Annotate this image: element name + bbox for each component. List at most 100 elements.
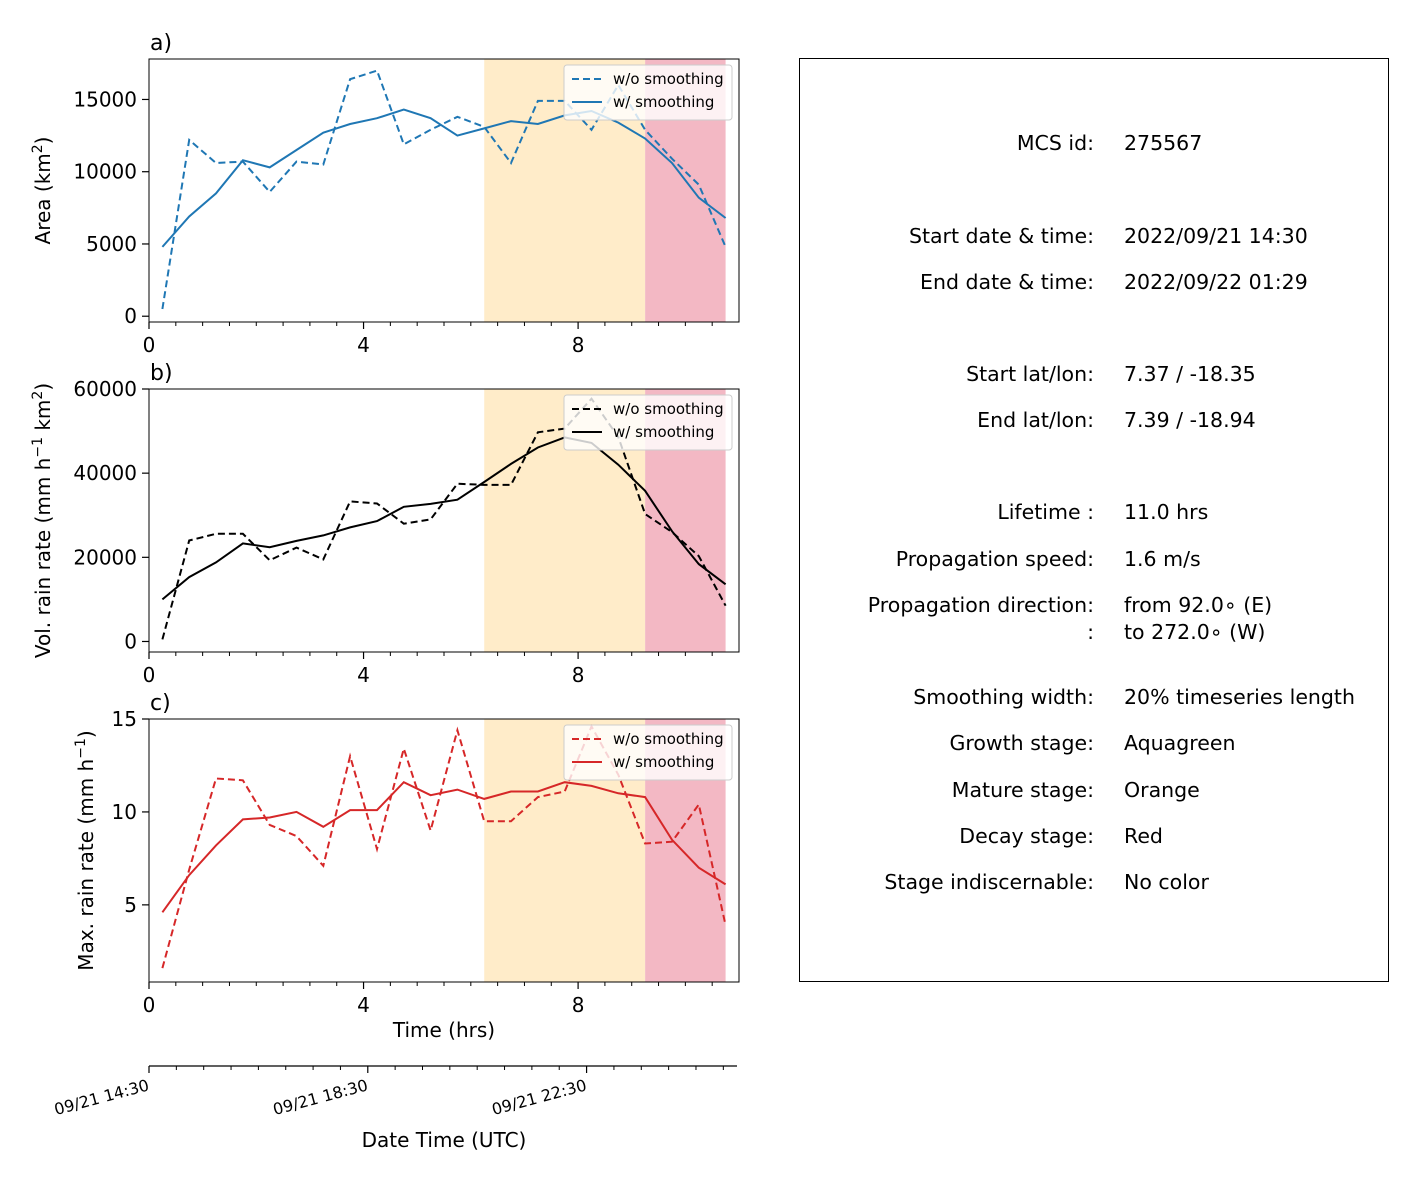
datetime-axis: 09/21 14:30 09/21 18:30 09/21 22:30 Date Ti… — [52, 1065, 737, 1152]
info-key: : — [1087, 620, 1094, 644]
legend-entry: w/ smoothing — [613, 423, 714, 441]
info-key: Smoothing width: — [913, 685, 1094, 709]
info-value: 1.6 m/s — [1124, 547, 1201, 571]
info-key: Stage indiscernable: — [884, 870, 1094, 894]
x-tick-label: 4 — [357, 333, 370, 357]
info-key: End date & time: — [920, 270, 1094, 294]
x-tick-label: 0 — [143, 993, 156, 1017]
info-key: Mature stage: — [951, 778, 1094, 802]
x-tick-label: 0 — [143, 663, 156, 687]
datetime-tick-label: 09/21 14:30 — [52, 1076, 151, 1120]
info-key: End lat/lon: — [977, 408, 1094, 432]
info-value: Orange — [1124, 778, 1200, 802]
info-row: Propagation speed: 1.6 m/s — [800, 547, 1390, 573]
info-row: Stage indiscernable: No color — [800, 870, 1390, 896]
series-line-smoothed — [161, 108, 727, 248]
info-key: Start date & time: — [908, 224, 1094, 248]
y-tick-label: 10000 — [73, 160, 137, 184]
y-axis-label-part: Area (km — [31, 153, 55, 244]
info-row: Mature stage: Orange — [800, 778, 1390, 804]
panel-label: a) — [150, 31, 172, 56]
info-value: to 272.0∘ (W) — [1124, 620, 1266, 644]
y-tick-label: 10 — [112, 800, 137, 824]
series-line-smoothed — [161, 436, 727, 601]
y-axis-label-part: ) — [31, 137, 55, 145]
series-line-raw — [161, 397, 727, 640]
x-axis-label: Time (hrs) — [392, 1018, 495, 1042]
legend-entry: w/o smoothing — [613, 400, 724, 418]
info-value: 11.0 hrs — [1124, 500, 1209, 524]
info-row: Smoothing width: 20% timeseries length — [800, 685, 1390, 711]
info-row: Start date & time: 2022/09/21 14:30 — [800, 224, 1390, 250]
info-key: Decay stage: — [959, 824, 1094, 848]
panel-c-max-rain-rate: 0 4 8 5 10 15 c) Max. rain rate (mm h−1) Time (h… — [73, 691, 740, 1042]
y-tick-label: 60000 — [73, 377, 137, 401]
y-axis-label-superscript: −1 — [30, 437, 46, 458]
panel-label: b) — [150, 361, 173, 386]
y-tick-label: 15 — [112, 707, 137, 731]
x-tick-label: 0 — [143, 333, 156, 357]
info-key: MCS id: — [1016, 131, 1094, 155]
legend-entry: w/ smoothing — [613, 753, 714, 771]
y-axis-label-superscript: 2 — [30, 391, 46, 400]
y-axis-label-part: Vol. rain rate (mm h — [31, 458, 55, 659]
x-tick-label: 8 — [572, 993, 585, 1017]
info-row: Start lat/lon: 7.37 / -18.35 — [800, 362, 1390, 388]
panel-b-volume-rain-rate: 0 4 8 0 20000 40000 60000 b) Vol. rain rate (mm … — [30, 361, 740, 687]
y-axis-label-part: km — [31, 400, 55, 437]
datetime-axis-label: Date Time (UTC) — [362, 1128, 527, 1152]
y-tick-label: 20000 — [73, 545, 137, 569]
series-line-smoothed — [161, 780, 727, 913]
info-value: from 92.0∘ (E) — [1124, 593, 1273, 617]
mcs-info-box: MCS id: 275567 Start date & time: 2022/09/2… — [799, 58, 1389, 982]
legend-entry: w/o smoothing — [613, 730, 724, 748]
panel-label: c) — [150, 691, 171, 716]
info-row: End date & time: 2022/09/22 01:29 — [800, 270, 1390, 296]
y-tick-label: 0 — [124, 304, 137, 328]
y-axis-label-part: Max. rain rate (mm h — [74, 759, 98, 971]
y-tick-label: 5000 — [86, 232, 137, 256]
y-tick-label: 15000 — [73, 87, 137, 111]
series-line-raw — [161, 724, 727, 969]
legend-entry: w/ smoothing — [613, 93, 714, 111]
y-axis-label-part: ) — [31, 383, 55, 391]
info-value: Aquagreen — [1124, 731, 1236, 755]
legend-entry: w/o smoothing — [613, 70, 724, 88]
info-value: 2022/09/22 01:29 — [1124, 270, 1308, 294]
datetime-tick-label: 09/21 18:30 — [271, 1076, 370, 1120]
info-value: Red — [1124, 824, 1163, 848]
datetime-tick-label: 09/21 22:30 — [490, 1076, 589, 1120]
info-row: MCS id: 275567 — [800, 131, 1390, 157]
info-row: : to 272.0∘ (W) — [800, 620, 1390, 646]
y-tick-label: 0 — [124, 629, 137, 653]
info-value: 20% timeseries length — [1124, 685, 1355, 709]
y-tick-label: 5 — [124, 893, 137, 917]
info-value: 7.39 / -18.94 — [1124, 408, 1256, 432]
info-row: Propagation direction: from 92.0∘ (E) — [800, 593, 1390, 619]
info-value: 7.37 / -18.35 — [1124, 362, 1256, 386]
x-tick-label: 8 — [572, 333, 585, 357]
x-tick-label: 8 — [572, 663, 585, 687]
info-value: 275567 — [1124, 131, 1203, 155]
info-key: Propagation speed: — [895, 547, 1094, 571]
info-value: 2022/09/21 14:30 — [1124, 224, 1308, 248]
x-tick-label: 4 — [357, 663, 370, 687]
info-key: Start lat/lon: — [966, 362, 1094, 386]
y-axis-label-superscript: 2 — [30, 144, 46, 153]
y-axis-label: Max. rain rate (mm h−1) — [73, 730, 98, 970]
y-axis-label: Area (km2) — [30, 137, 55, 245]
info-row: End lat/lon: 7.39 / -18.94 — [800, 408, 1390, 434]
info-row: Growth stage: Aquagreen — [800, 731, 1390, 757]
y-axis-label-superscript: −1 — [73, 738, 89, 759]
y-axis-label-part: ) — [74, 730, 98, 738]
info-key: Growth stage: — [949, 731, 1094, 755]
info-row: Lifetime : 11.0 hrs — [800, 500, 1390, 526]
legend-box — [563, 394, 733, 451]
legend-box — [563, 724, 733, 781]
panel-a-area: 0 4 8 0 5000 10000 15000 a) Area (km2) w/o smooth… — [30, 31, 740, 357]
y-axis-label: Vol. rain rate (mm h−1 km2) — [30, 383, 55, 658]
info-key: Propagation direction: — [867, 593, 1094, 617]
legend-box — [563, 64, 733, 121]
info-row: Decay stage: Red — [800, 824, 1390, 850]
